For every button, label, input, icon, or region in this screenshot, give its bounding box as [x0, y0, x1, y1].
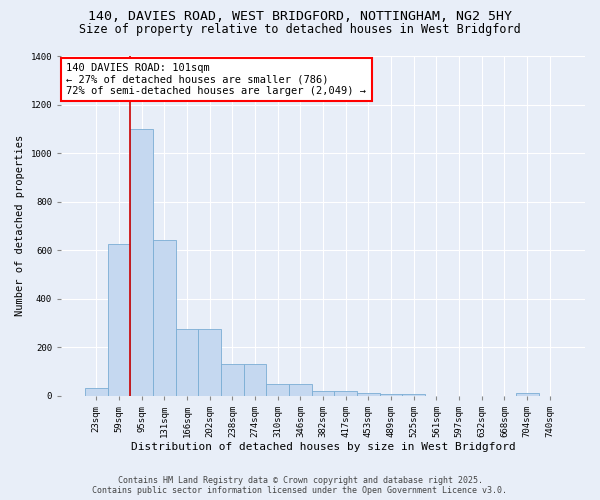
Bar: [153, 240, 176, 396]
X-axis label: Distribution of detached houses by size in West Bridgford: Distribution of detached houses by size …: [131, 442, 515, 452]
Bar: [176, 329, 198, 396]
Bar: [221, 364, 244, 396]
Bar: [130, 129, 153, 396]
Text: 140, DAVIES ROAD, WEST BRIDGFORD, NOTTINGHAM, NG2 5HY: 140, DAVIES ROAD, WEST BRIDGFORD, NOTTIN…: [88, 10, 512, 23]
Bar: [357, 393, 380, 396]
Bar: [198, 329, 221, 396]
Bar: [289, 384, 312, 396]
Text: 140 DAVIES ROAD: 101sqm
← 27% of detached houses are smaller (786)
72% of semi-d: 140 DAVIES ROAD: 101sqm ← 27% of detache…: [67, 63, 367, 96]
Bar: [85, 388, 107, 396]
Y-axis label: Number of detached properties: Number of detached properties: [15, 135, 25, 316]
Bar: [244, 364, 266, 396]
Bar: [107, 244, 130, 396]
Bar: [516, 393, 539, 396]
Text: Contains HM Land Registry data © Crown copyright and database right 2025.
Contai: Contains HM Land Registry data © Crown c…: [92, 476, 508, 495]
Bar: [266, 384, 289, 396]
Bar: [380, 394, 403, 396]
Text: Size of property relative to detached houses in West Bridgford: Size of property relative to detached ho…: [79, 22, 521, 36]
Bar: [403, 394, 425, 396]
Bar: [334, 391, 357, 396]
Bar: [312, 391, 334, 396]
